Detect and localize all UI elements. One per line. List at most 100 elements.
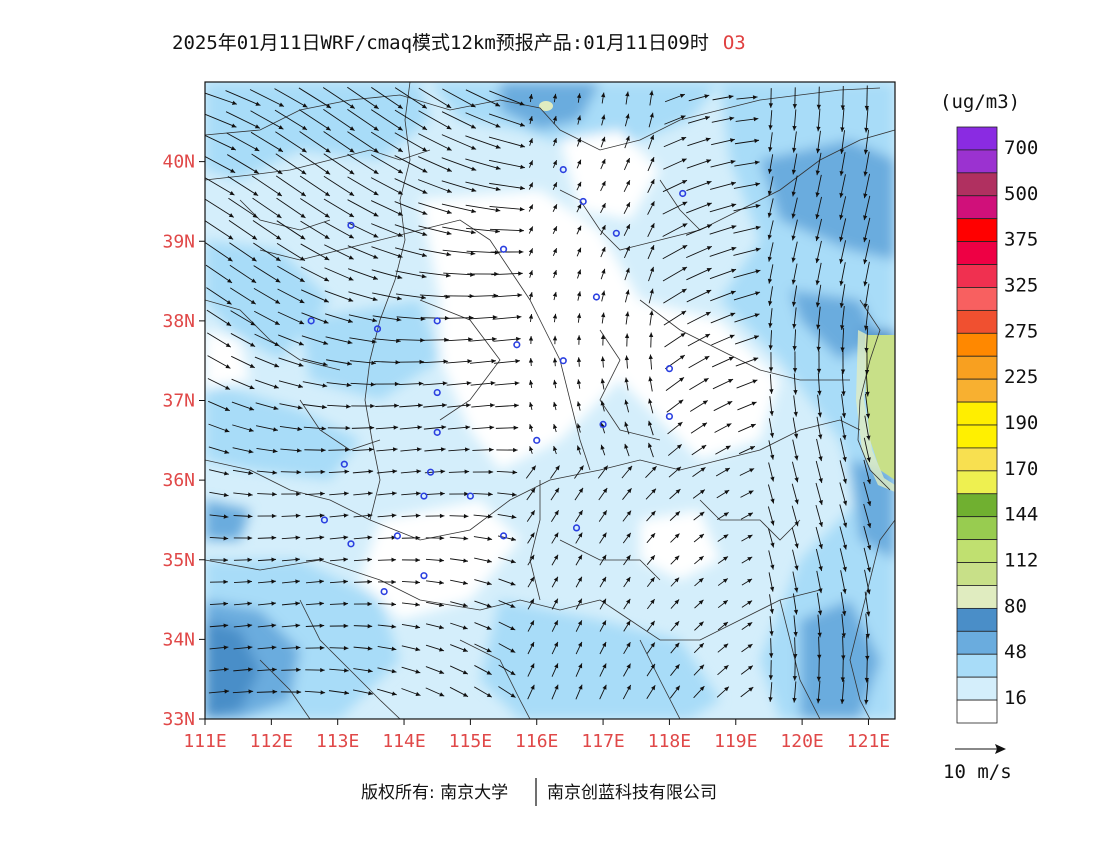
lat-label: 38N [162,311,195,332]
wind-arrow [418,248,452,257]
wind-arrow [465,158,501,170]
concentration-field [205,82,895,719]
wind-arrow [528,182,534,190]
legend-swatch [956,699,998,724]
wind-arrow [233,645,253,650]
wind-arrow [646,663,656,677]
wind-arrow [465,135,501,149]
wind-arrow [792,439,799,461]
wind-arrow [840,592,847,616]
wind-arrow [251,153,283,175]
wind-arrow [815,482,823,506]
wind-arrow [255,425,279,432]
legend-swatch [956,562,998,586]
wind-arrow [694,555,704,565]
wind-arrow [229,287,257,305]
wind-arrow [711,334,735,346]
wind-arrow [668,466,682,478]
wind-arrow [624,245,630,259]
wind-arrow [717,534,729,542]
wind-arrow [670,577,680,587]
wind-arrow [688,355,710,369]
wind-arrow [815,240,822,264]
wind-arrow [229,264,257,284]
wind-arrow [324,290,354,302]
wind-arrow [768,330,773,350]
wind-arrow [863,129,870,155]
wind-arrow [670,533,680,543]
wind-arrow [733,182,761,189]
wind-arrow [621,465,633,479]
wind-arrow [623,641,631,655]
wind-arrow [552,226,558,234]
wind-arrow [252,220,282,240]
wind-arrow [325,313,353,323]
wind-arrow [277,311,305,325]
wind-arrow [350,382,376,387]
wind-arrow [553,445,558,455]
wind-arrow [525,465,537,479]
wind-arrow [304,690,326,695]
wind-arrow [207,378,231,390]
wind-arrow [353,491,373,496]
wind-arrow [841,636,846,660]
wind-arrow [601,114,606,126]
wind-arrow [623,223,631,237]
wind-arrow [326,382,352,388]
wind-arrow [496,470,518,475]
wind-arrow [491,293,523,298]
wind-arrow [767,198,774,218]
wind-arrow [425,687,445,697]
wind-arrow [465,181,501,192]
wind-arrow [448,447,470,452]
wind-arrow [528,313,534,323]
city-station-marker [513,341,521,349]
wind-arrow [527,663,535,677]
lat-label: 36N [162,470,195,491]
wind-arrow [686,202,712,214]
wind-arrow [229,242,257,262]
wind-arrow [646,642,656,654]
wind-arrow [253,242,281,262]
wind-arrow [348,291,378,302]
wind-arrow [394,201,428,215]
wind-arrow [256,447,278,454]
wind-arrow [257,513,277,519]
wind-arrow [768,528,775,548]
wind-arrow [208,423,230,433]
wind-arrow [740,490,754,498]
wind-arrow [741,600,753,608]
wind-arrow [471,403,495,408]
wind-arrow [528,93,534,103]
wind-arrow [600,268,606,280]
wind-arrow [740,512,754,520]
wind-arrow [575,598,583,610]
wind-arrow [371,86,403,110]
wind-arrow [470,381,496,386]
city-station-marker [466,492,474,500]
wind-arrow [863,525,872,551]
wind-arrow [686,180,712,191]
legend-swatch [956,493,998,518]
wind-arrow [550,465,560,479]
wind-arrow [299,175,331,197]
wind-arrow [349,360,377,366]
wind-arrow [529,424,534,432]
wind-arrow [663,288,687,304]
wind-arrow [769,616,774,636]
wind-arrow [552,204,558,212]
wind-arrow [864,415,871,441]
wind-arrow [693,685,705,699]
wind-arrow [600,312,606,324]
city-station-marker [559,357,567,365]
wind-arrow [305,601,325,606]
wind-arrow [689,400,709,412]
wind-arrow [710,312,736,324]
wind-arrow [863,305,869,331]
city-station-marker [572,524,581,532]
city-station-marker [340,460,348,468]
wind-arrow [257,623,277,628]
wind-arrow [254,333,280,347]
wind-arrow [649,310,654,326]
legend-swatch [956,607,998,632]
